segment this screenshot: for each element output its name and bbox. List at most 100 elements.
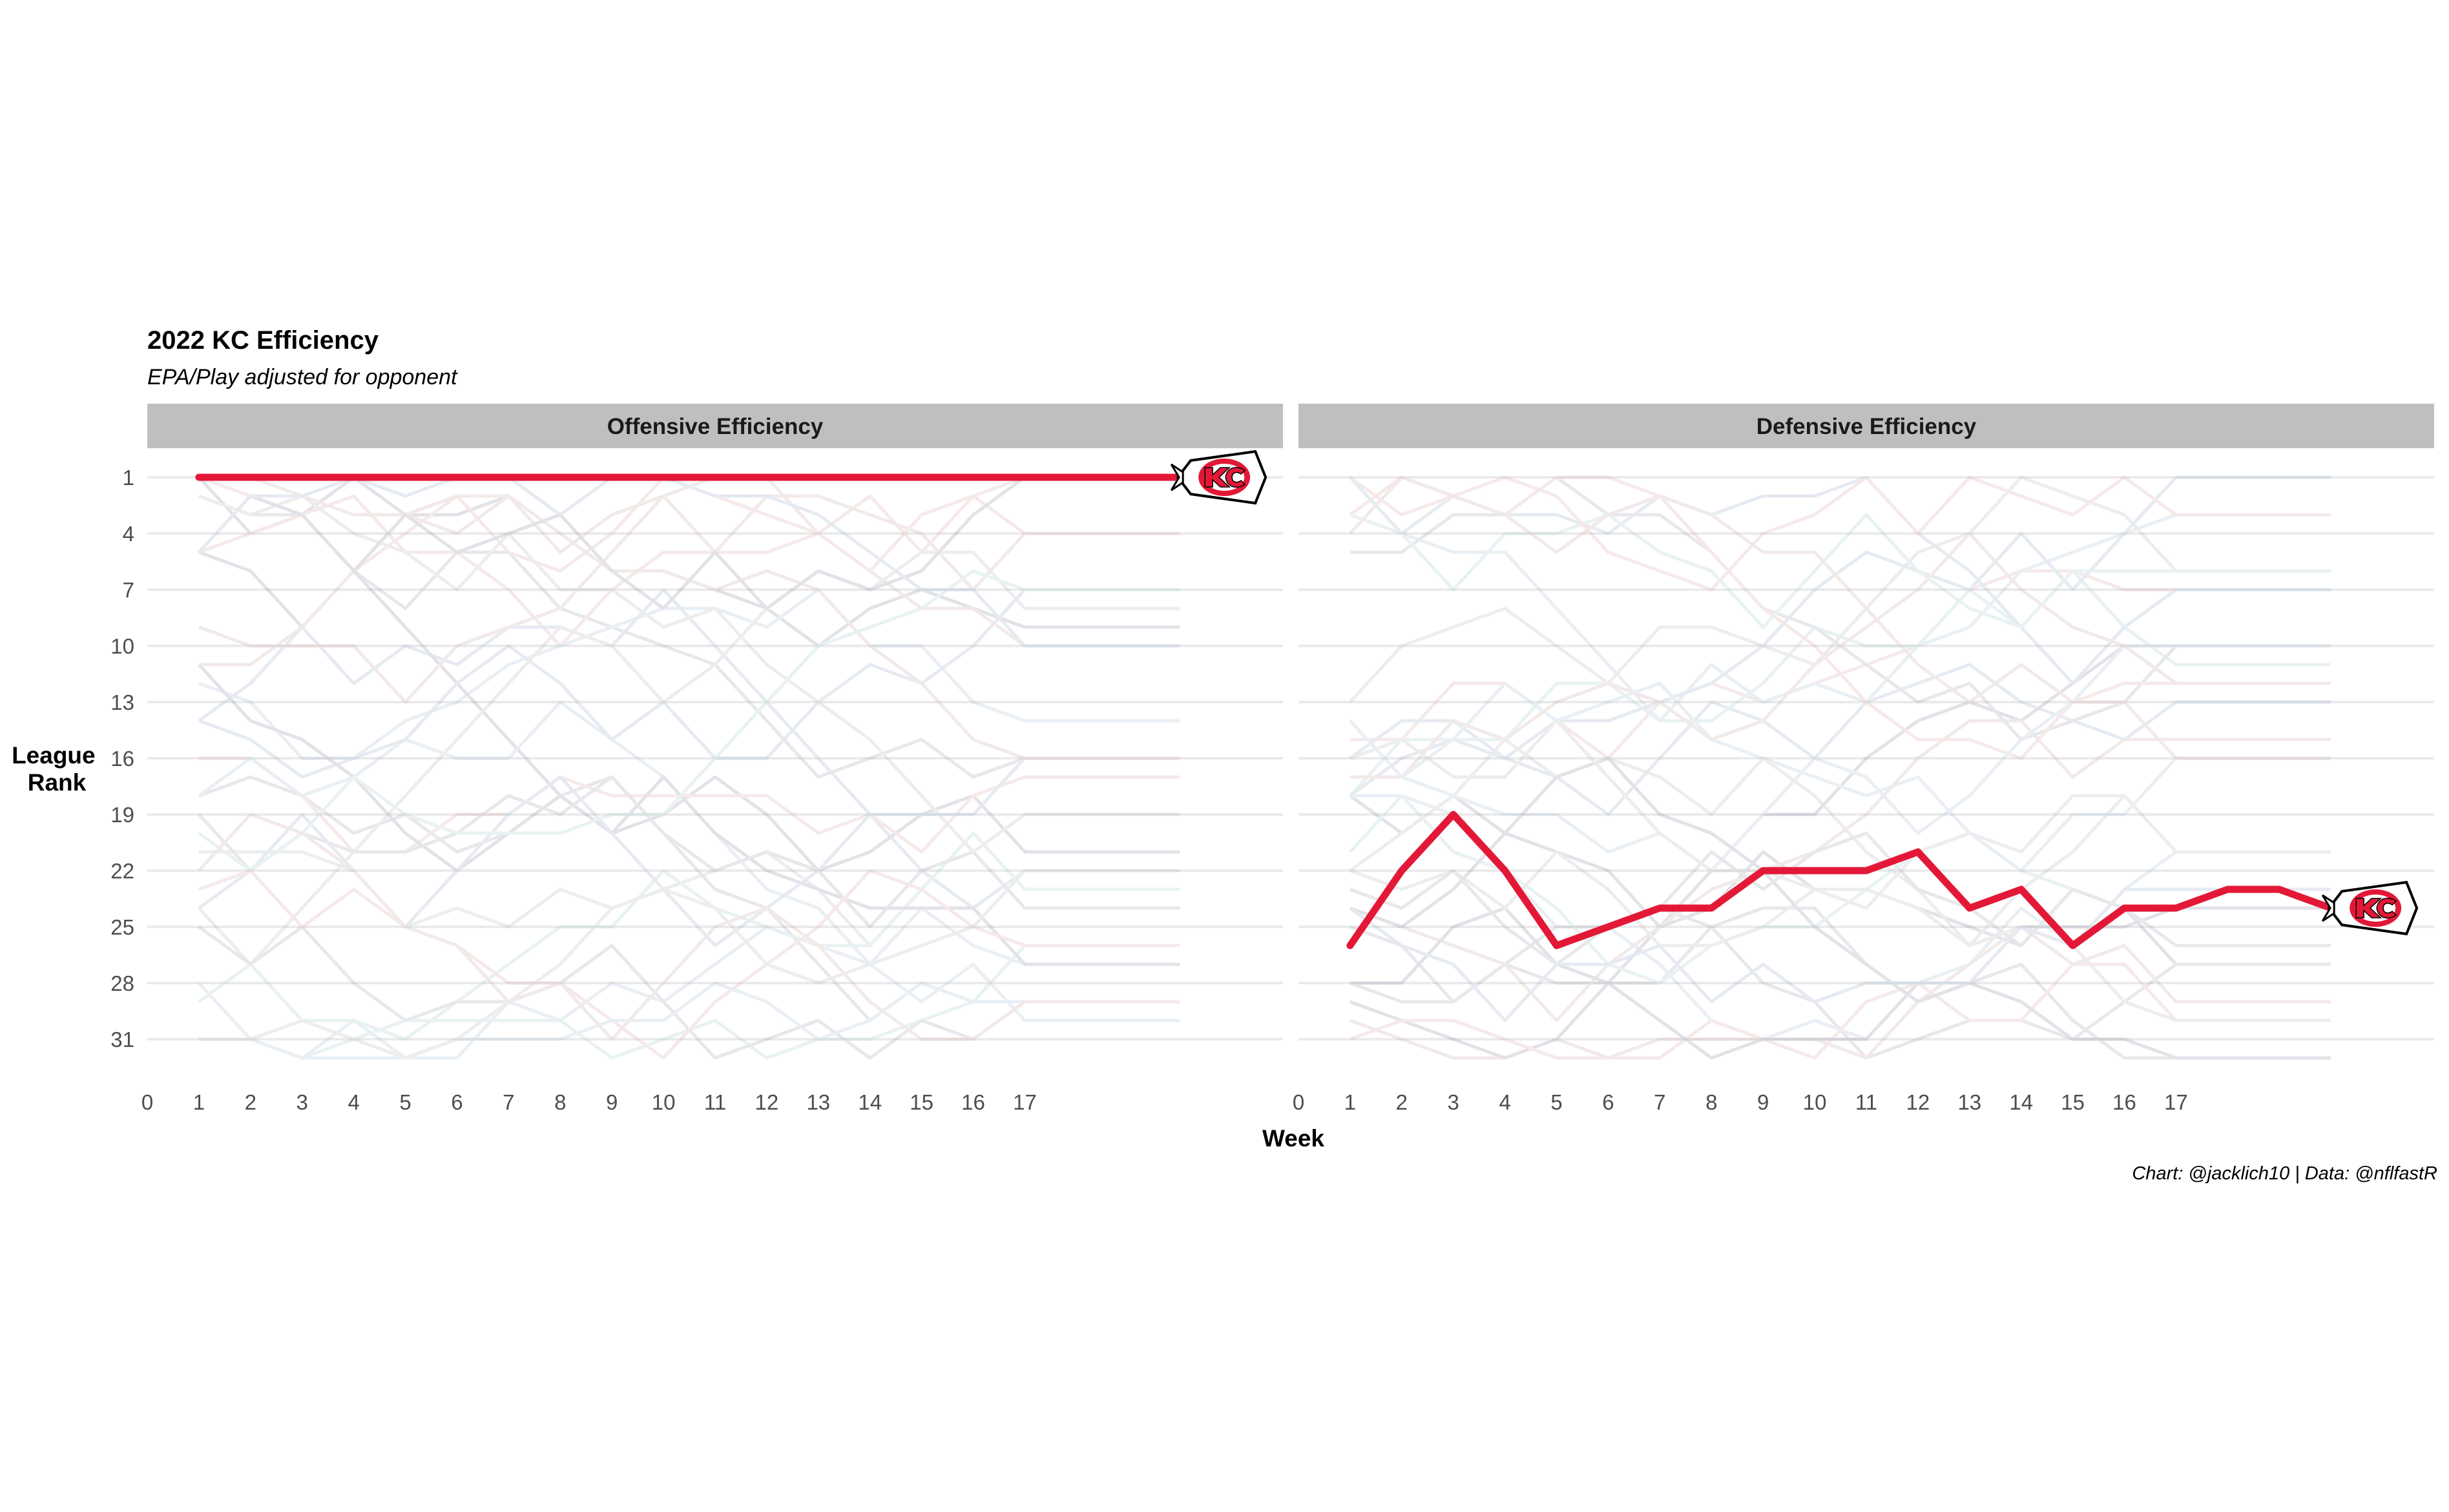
y-tick-label: 25 [110, 915, 134, 939]
team-line [1349, 887, 2331, 1022]
team-line [1350, 644, 2331, 1060]
x-tick-label: 2 [245, 1090, 256, 1114]
team-line [198, 925, 1180, 1060]
x-tick-label: 14 [858, 1090, 882, 1114]
y-axis-title-line1: League [12, 742, 96, 769]
x-tick-label: 12 [755, 1090, 779, 1114]
team-line [1350, 532, 2331, 779]
x-tick-label: 6 [1602, 1090, 1614, 1114]
team-line [1350, 794, 2331, 948]
team-line [1350, 569, 2331, 760]
y-tick-label: 31 [110, 1028, 134, 1051]
x-tick-label: 12 [1906, 1090, 1930, 1114]
y-tick-label: 10 [110, 634, 134, 658]
panel-strip [147, 404, 1283, 448]
panel-strip [1298, 404, 2434, 448]
team-line [198, 569, 1180, 873]
x-tick-label: 16 [961, 1090, 985, 1114]
team-line [1349, 475, 2331, 760]
chiefs-logo-icon [1170, 450, 1267, 504]
team-line [1349, 475, 2331, 592]
team-line [198, 475, 1180, 648]
team-line [198, 475, 1180, 573]
x-tick-label: 17 [1013, 1090, 1037, 1114]
team-line [198, 550, 1180, 966]
team-line [198, 494, 1180, 760]
y-axis-title: League Rank [12, 742, 102, 796]
x-tick-label: 6 [451, 1090, 463, 1114]
team-line [198, 663, 1180, 966]
y-tick-label: 22 [110, 859, 134, 883]
background-team-lines [198, 475, 1180, 1060]
y-tick-label: 19 [110, 803, 134, 827]
team-line [198, 756, 1180, 948]
team-line [1350, 719, 2331, 1022]
gridlines [147, 476, 1283, 1041]
x-tick-label: 8 [554, 1090, 566, 1114]
team-line [1349, 794, 2331, 966]
team-line [198, 588, 1180, 910]
team-line [198, 756, 1180, 854]
x-tick-label: 11 [704, 1090, 726, 1114]
team-line [198, 494, 1180, 854]
x-tick-labels: 0 1 2 3 4 5 6 7 8 9 10 11 12 13 14 15 16 17 [1293, 1090, 2188, 1114]
team-line [198, 588, 1180, 779]
x-axis-title: Week [1262, 1125, 1324, 1152]
team-line [198, 869, 1180, 1060]
y-tick-label: 4 [123, 522, 134, 546]
team-line [1349, 569, 2331, 797]
team-line [198, 775, 1180, 1022]
team-line [1350, 831, 2331, 966]
team-line [198, 588, 1180, 760]
panel-strip-label: Offensive Efficiency [607, 414, 824, 439]
x-tick-label: 8 [1705, 1090, 1717, 1114]
team-line [1350, 719, 2331, 1022]
team-line [198, 944, 1180, 1060]
team-line [198, 850, 1180, 948]
team-line [198, 869, 1180, 1060]
y-tick-label: 16 [110, 747, 134, 771]
y-tick-label: 13 [110, 690, 134, 714]
team-line [1349, 663, 2331, 816]
team-line [198, 813, 1180, 1041]
x-tick-label: 4 [348, 1090, 359, 1114]
team-line [1349, 475, 2331, 685]
x-tick-labels: 0 1 2 3 4 5 6 7 8 9 10 11 12 13 14 15 16 17 [141, 1090, 1037, 1114]
team-line [198, 981, 1180, 1060]
team-line [1350, 925, 2331, 1060]
x-tick-label: 7 [503, 1090, 514, 1114]
y-tick-label: 28 [110, 971, 134, 995]
background-team-lines [1349, 475, 2331, 1060]
team-line [198, 475, 1180, 704]
x-tick-label: 7 [1654, 1090, 1665, 1114]
x-tick-label: 16 [2112, 1090, 2136, 1114]
panel-strip-label: Defensive Efficiency [1756, 414, 1977, 439]
y-tick-label: 1 [123, 466, 134, 490]
x-tick-label: 3 [297, 1090, 308, 1114]
team-line [1349, 475, 2331, 760]
x-tick-label: 0 [141, 1090, 153, 1114]
x-tick-label: 17 [2164, 1090, 2188, 1114]
kc-highlight-line [1346, 811, 2335, 949]
x-tick-label: 9 [606, 1090, 618, 1114]
x-tick-label: 10 [652, 1090, 676, 1114]
team-line [1349, 475, 2331, 703]
team-line [1350, 644, 2331, 873]
x-tick-label: 11 [1855, 1090, 1877, 1114]
x-tick-label: 15 [910, 1090, 933, 1114]
x-tick-label: 14 [2009, 1090, 2033, 1114]
x-tick-label: 0 [1293, 1090, 1304, 1114]
x-tick-label: 5 [399, 1090, 411, 1114]
team-line [198, 831, 1180, 1041]
team-line [198, 475, 1180, 610]
team-line [198, 700, 1180, 966]
x-tick-label: 10 [1803, 1090, 1827, 1114]
team-line [198, 775, 1180, 929]
y-tick-labels: 1 4 7 10 13 16 19 22 25 28 31 [110, 466, 134, 1051]
team-line [1349, 681, 2331, 873]
team-line [1349, 475, 2331, 798]
